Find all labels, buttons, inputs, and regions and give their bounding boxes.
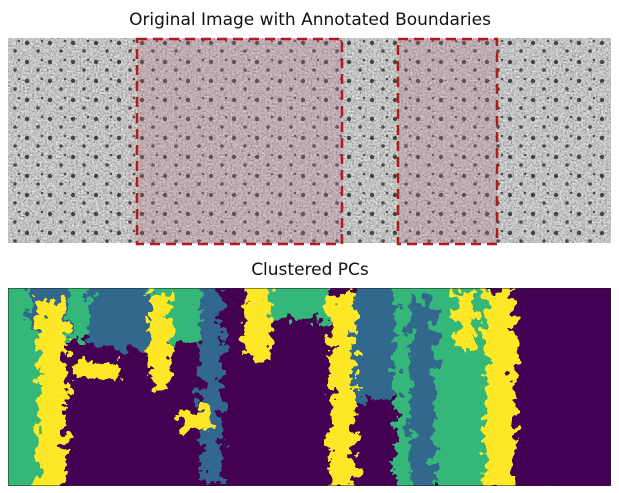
panel-title: Original Image with Annotated Boundaries [129,10,491,30]
microscopy-image [8,37,611,246]
panel-title: Clustered PCs [251,260,369,280]
boundary-box [135,37,344,246]
boundary-box [396,37,499,246]
cluster-map [8,288,611,486]
